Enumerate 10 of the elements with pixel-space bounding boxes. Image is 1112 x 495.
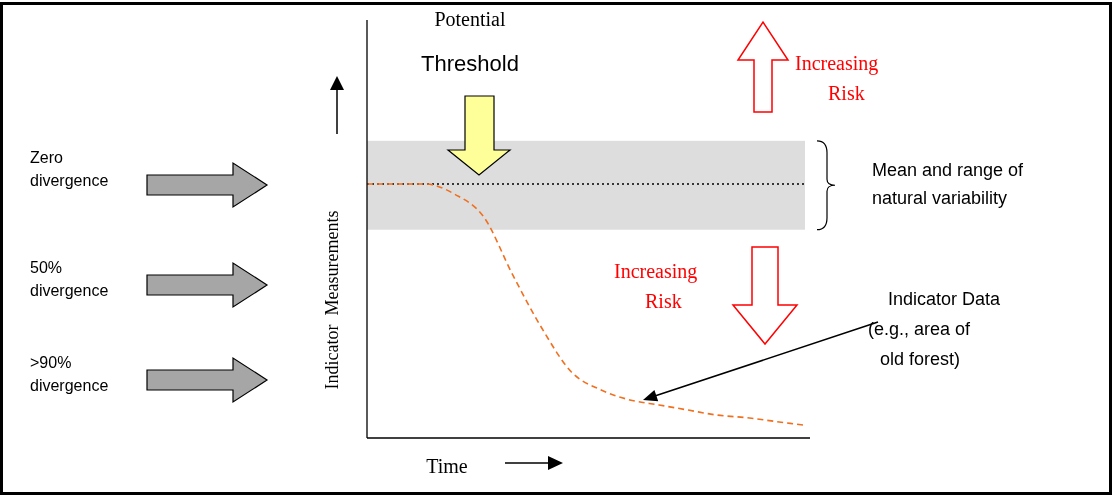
text: Zero divergence — [30, 149, 109, 189]
text: >90% divergence — [30, 354, 109, 394]
annotation: Increasing Risk — [614, 260, 698, 312]
text: Indicator Data (e.g., area of old forest) — [868, 289, 1002, 369]
text: Mean and range of natural variability — [872, 160, 1025, 208]
text: Increasing Risk — [795, 52, 879, 104]
x-axis-title: Time — [426, 455, 468, 477]
y-axis-title: Indicator Measurements — [322, 210, 342, 390]
text: Potential Threshold — [421, 8, 519, 76]
text: 50% divergence — [30, 259, 109, 299]
